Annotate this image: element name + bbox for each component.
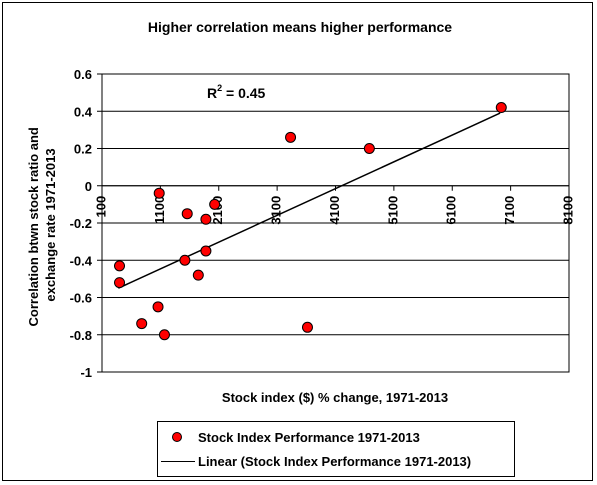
x-tick-label: 8100: [560, 196, 575, 225]
x-tick-label: 6100: [444, 196, 459, 225]
legend-marker-line: [158, 451, 198, 471]
data-point: [200, 213, 212, 225]
y-tick-label: 0.6: [74, 67, 92, 82]
data-point: [301, 321, 313, 333]
x-tick-label: 5100: [385, 196, 400, 225]
y-tick-label: 0.4: [74, 104, 93, 119]
data-point: [152, 301, 164, 313]
y-axis-label-line-2: exchange rate 1971-2013: [43, 148, 58, 301]
data-point: [114, 260, 126, 272]
r-squared-annotation: R2 = 0.45: [207, 83, 266, 101]
x-tick-label: 7100: [502, 196, 517, 225]
legend-marker-dot: [158, 427, 198, 447]
data-point: [136, 318, 148, 330]
legend-item-points: Stock Index Performance 1971-2013: [158, 427, 420, 447]
y-tick-label: -0.8: [70, 328, 92, 343]
data-point: [114, 277, 126, 289]
data-point: [363, 143, 375, 154]
y-axis-label: Correlation btwn stock ratio and exchang…: [26, 124, 58, 327]
x-tick-label: 4100: [327, 196, 342, 225]
y-axis-ticks: 0.6 0.4 0.2 0 -0.2 -0.4 -0.6 -0.8 -1: [70, 67, 102, 380]
x-tick-label: 1100: [152, 196, 167, 224]
legend-label-points: Stock Index Performance 1971-2013: [198, 429, 420, 445]
x-axis-label: Stock index ($) % change, 1971-2013: [222, 390, 448, 405]
legend-label-trendline: Linear (Stock Index Performance 1971-201…: [198, 453, 472, 469]
x-tick-label: 3100: [269, 196, 284, 225]
chart-area: [2, 2, 593, 481]
x-tick-label: 100: [93, 196, 108, 218]
x-axis-ticks: 100 1100 2100 3100 4100 5100 6100 7100 8100: [93, 185, 575, 225]
y-axis-label-line-1: Correlation btwn stock ratio and: [26, 127, 41, 326]
data-point: [153, 187, 165, 199]
legend: Stock Index Performance 1971-2013 Linear…: [157, 421, 515, 477]
data-point: [158, 329, 170, 341]
data-point: [495, 102, 507, 114]
data-point: [209, 198, 221, 210]
data-points: [114, 102, 507, 341]
y-tick-label: 0.2: [74, 142, 92, 157]
data-point: [285, 131, 297, 143]
y-tick-label: -0.2: [70, 216, 92, 231]
data-point: [192, 269, 204, 281]
y-tick-label: -0.6: [70, 291, 92, 306]
legend-item-trendline: Linear (Stock Index Performance 1971-201…: [158, 451, 471, 471]
y-tick-label: -1: [80, 365, 92, 380]
y-tick-label: 0: [85, 179, 92, 194]
data-point: [179, 254, 191, 266]
data-point: [181, 208, 193, 220]
chart-title: Higher correlation means higher performa…: [148, 19, 452, 35]
data-point: [200, 245, 212, 257]
y-tick-label: -0.4: [70, 253, 93, 268]
